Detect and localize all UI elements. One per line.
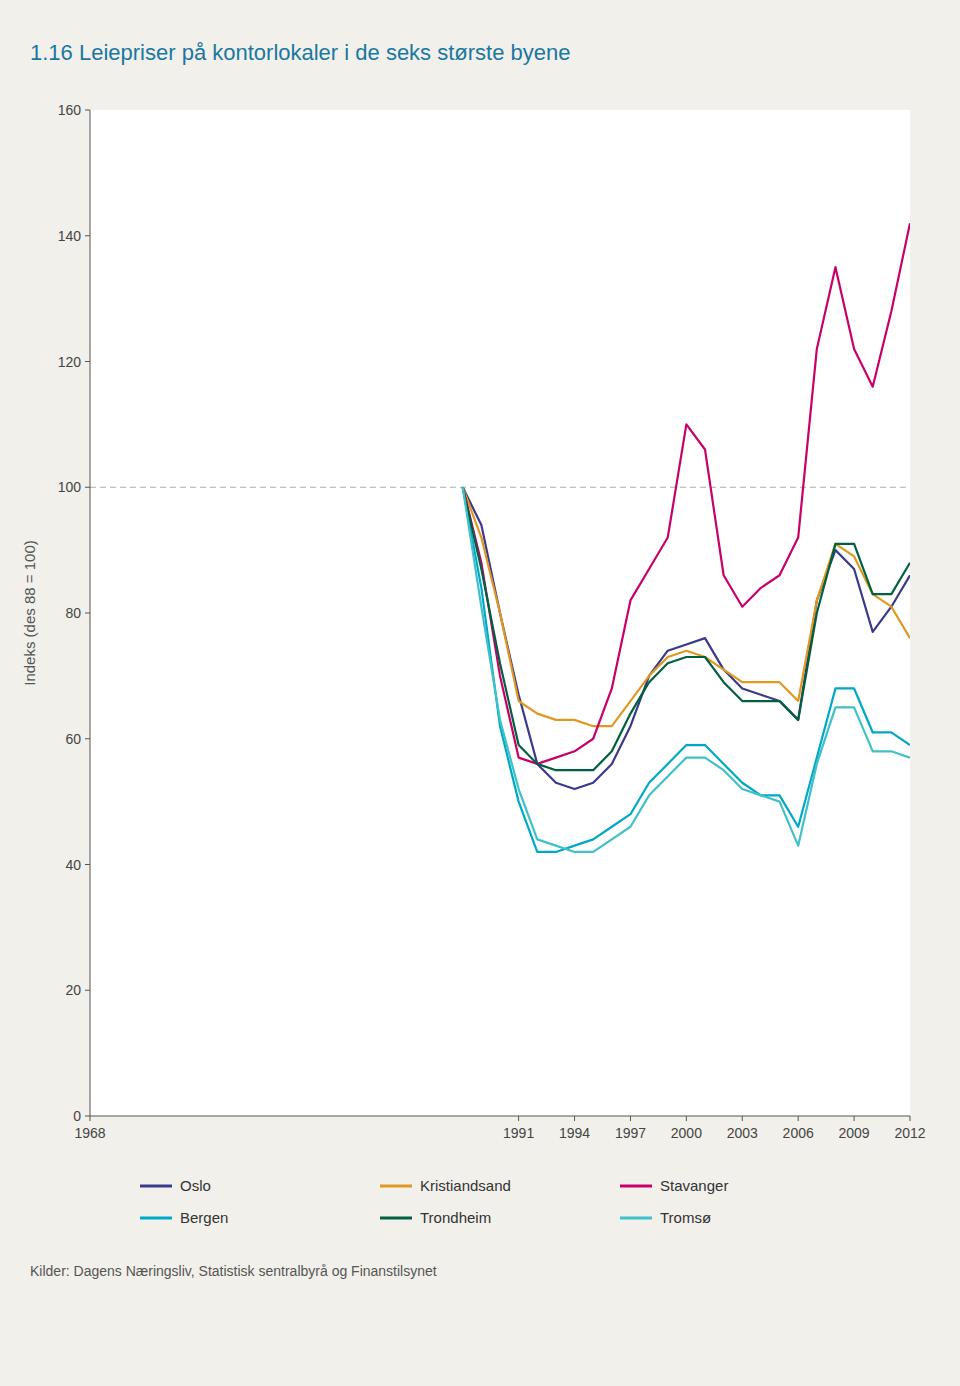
series-line <box>463 487 910 789</box>
x-tick <box>910 1116 911 1121</box>
y-axis <box>90 110 91 1116</box>
x-tick-label: 2000 <box>671 1125 702 1141</box>
source-note: Kilder: Dagens Næringsliv, Statistisk se… <box>30 1263 437 1279</box>
y-tick <box>85 864 90 865</box>
plot-background <box>90 110 910 1116</box>
legend-label: Bergen <box>180 1209 228 1226</box>
reference-line <box>90 487 910 488</box>
x-tick <box>742 1116 743 1121</box>
series-line <box>463 487 910 770</box>
x-tick-label: 2006 <box>783 1125 814 1141</box>
chart: 1.16 Leiepriser på kontorlokaler i de se… <box>0 0 960 1386</box>
y-tick <box>85 235 90 236</box>
x-axis <box>90 1116 910 1117</box>
legend-swatch <box>140 1185 172 1188</box>
y-tick-label: 140 <box>58 228 82 244</box>
series-line <box>463 487 910 852</box>
x-tick-label: 1997 <box>615 1125 646 1141</box>
x-tick-label: 2003 <box>727 1125 758 1141</box>
x-tick-label: 1991 <box>503 1125 534 1141</box>
series-line <box>463 487 910 852</box>
legend-swatch <box>140 1217 172 1220</box>
legend-swatch <box>380 1185 412 1188</box>
legend-swatch <box>620 1185 652 1188</box>
y-tick-label: 0 <box>73 1108 81 1124</box>
x-tick-label: 2009 <box>839 1125 870 1141</box>
y-tick-label: 40 <box>65 857 81 873</box>
x-tick <box>518 1116 519 1121</box>
x-tick <box>630 1116 631 1121</box>
x-tick-label: 1994 <box>559 1125 590 1141</box>
y-tick <box>85 613 90 614</box>
y-tick-label: 100 <box>58 479 82 495</box>
title: 1.16 Leiepriser på kontorlokaler i de se… <box>30 40 571 65</box>
x-tick <box>686 1116 687 1121</box>
y-axis-label: Indeks (des 88 = 100) <box>21 540 38 686</box>
legend-label: Trondheim <box>420 1209 491 1226</box>
series-line <box>463 487 910 726</box>
page-background <box>0 0 960 1386</box>
y-tick <box>85 487 90 488</box>
x-tick <box>574 1116 575 1121</box>
x-tick-label: 2012 <box>894 1125 925 1141</box>
x-tick-label: 1968 <box>74 1125 105 1141</box>
y-tick-label: 160 <box>58 102 82 118</box>
legend-swatch <box>620 1217 652 1220</box>
legend-swatch <box>380 1217 412 1220</box>
legend-label: Oslo <box>180 1177 211 1194</box>
y-tick-label: 80 <box>65 605 81 621</box>
y-tick <box>85 1116 90 1117</box>
legend-label: Kristiandsand <box>420 1177 511 1194</box>
y-tick <box>85 738 90 739</box>
series-line <box>463 223 910 764</box>
y-tick <box>85 361 90 362</box>
y-tick-label: 120 <box>58 354 82 370</box>
x-tick <box>798 1116 799 1121</box>
x-tick <box>90 1116 91 1121</box>
legend-label: Tromsø <box>660 1209 711 1226</box>
x-tick <box>854 1116 855 1121</box>
plot-marks <box>90 223 910 852</box>
y-tick-label: 20 <box>65 982 81 998</box>
legend-label: Stavanger <box>660 1177 728 1194</box>
y-tick <box>85 110 90 111</box>
y-tick-label: 60 <box>65 731 81 747</box>
y-tick <box>85 990 90 991</box>
